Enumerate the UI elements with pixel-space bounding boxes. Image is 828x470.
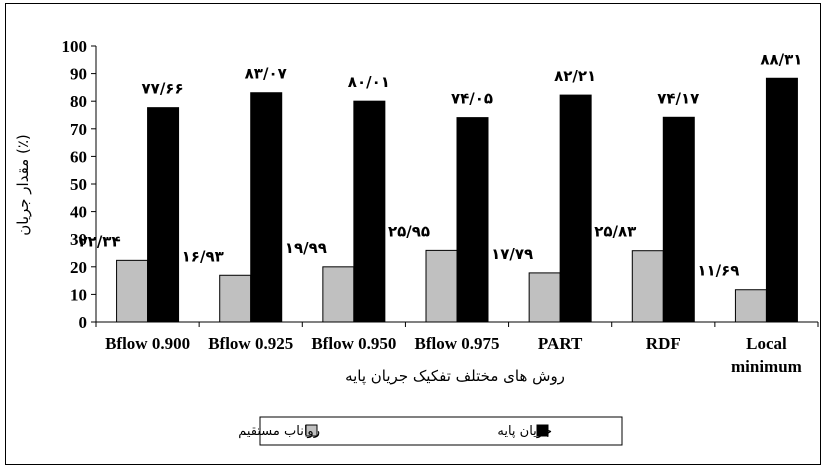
bar-direct-runoff: [116, 259, 149, 323]
legend: رواناب مستقیم جریان پایه: [238, 416, 623, 446]
y-tick-label: 90: [70, 65, 87, 84]
legend-swatch-direct-runoff: [305, 424, 318, 437]
y-tick-label: 40: [70, 203, 87, 222]
bar-baseflow: [353, 100, 386, 323]
data-label: ۲۵/۸۳: [594, 223, 636, 241]
data-label: ۷۴/۰۵: [451, 90, 493, 108]
x-axis-label: روش های مختلف تفکیک جریان پایه: [345, 367, 565, 386]
y-tick-label: 30: [70, 230, 87, 249]
y-tick-label: 50: [70, 175, 87, 194]
legend-label-baseflow: جریان پایه: [497, 424, 552, 439]
data-label: ۱۶/۹۳: [182, 247, 224, 265]
legend-box: [259, 416, 623, 446]
data-label: ۸۸/۳۱: [760, 50, 802, 68]
bar-direct-runoff: [219, 274, 252, 323]
bar-direct-runoff: [322, 266, 355, 323]
data-label: ۱۱/۶۹: [697, 262, 739, 280]
bar-direct-runoff: [734, 289, 767, 323]
data-label: ۲۵/۹۵: [388, 222, 430, 240]
y-tick-label: 0: [79, 313, 88, 332]
legend-label-direct-runoff: رواناب مستقیم: [238, 424, 320, 439]
data-label: ۸۳/۰۷: [245, 65, 287, 83]
data-label: ۸۰/۰۱: [348, 73, 390, 91]
bar-direct-runoff: [425, 249, 458, 323]
data-label: ۲۲/۳۴: [79, 232, 121, 250]
x-category-label: Bflow 0.950: [311, 334, 396, 353]
y-axis-label: مقدار جریان (٪): [14, 134, 32, 236]
x-category-label-line1: Local: [746, 334, 787, 353]
legend-swatch-baseflow: [536, 424, 549, 437]
bar-baseflow: [559, 94, 592, 323]
y-tick-label: 100: [62, 37, 88, 56]
x-category-label: Bflow 0.925: [208, 334, 293, 353]
y-tick-label: 60: [70, 147, 87, 166]
bar-baseflow: [456, 117, 489, 323]
data-label: ۱۷/۷۹: [491, 245, 533, 263]
data-label: ۷۷/۶۶: [142, 80, 184, 98]
y-tick-label: 20: [70, 258, 87, 277]
bar-baseflow: [250, 92, 283, 323]
bar-baseflow: [147, 107, 180, 323]
data-label: ۱۹/۹۹: [285, 239, 327, 257]
data-label: ۷۴/۱۷: [657, 89, 699, 107]
bar-baseflow: [765, 77, 798, 323]
x-category-label-line2: minimum: [731, 357, 802, 376]
y-tick-label: 70: [70, 120, 87, 139]
x-category-label: PART: [538, 334, 583, 353]
data-label: ۸۲/۲۱: [554, 67, 596, 85]
bar-direct-runoff: [528, 272, 561, 323]
x-category-label: RDF: [646, 334, 681, 353]
bar-baseflow: [662, 116, 695, 323]
bar-direct-runoff: [631, 250, 664, 323]
x-category-label: Bflow 0.900: [105, 334, 190, 353]
x-category-label: Bflow 0.975: [415, 334, 500, 353]
y-tick-label: 80: [70, 92, 87, 111]
y-tick-label: 10: [70, 285, 87, 304]
